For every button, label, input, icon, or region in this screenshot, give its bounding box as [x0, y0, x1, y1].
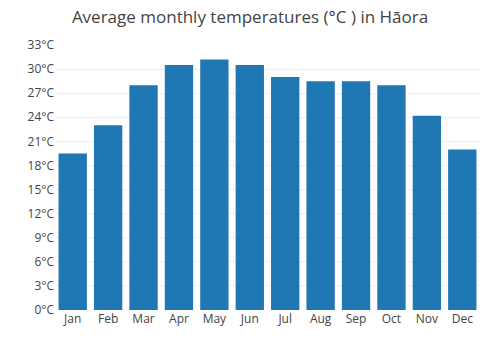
svg-text:Jan: Jan	[63, 310, 81, 327]
svg-text:18°C: 18°C	[28, 157, 55, 174]
svg-text:Mar: Mar	[132, 310, 154, 327]
svg-text:15°C: 15°C	[28, 181, 55, 198]
svg-text:Jul: Jul	[277, 310, 292, 327]
svg-text:33°C: 33°C	[28, 36, 55, 53]
svg-text:Sep: Sep	[346, 310, 367, 327]
svg-text:3°C: 3°C	[34, 277, 54, 294]
svg-text:Nov: Nov	[416, 310, 438, 327]
svg-text:Aug: Aug	[310, 310, 332, 327]
svg-text:21°C: 21°C	[28, 133, 55, 150]
svg-text:May: May	[203, 310, 227, 327]
svg-text:27°C: 27°C	[28, 84, 55, 101]
svg-text:30°C: 30°C	[28, 60, 55, 77]
svg-text:24°C: 24°C	[28, 108, 55, 125]
svg-text:Dec: Dec	[452, 310, 473, 327]
svg-text:Average monthly temperatures (: Average monthly temperatures (°C ) in Hā…	[72, 5, 428, 28]
svg-text:Apr: Apr	[169, 310, 189, 327]
svg-text:Jun: Jun	[240, 310, 259, 327]
svg-text:9°C: 9°C	[34, 229, 54, 246]
svg-text:Oct: Oct	[382, 310, 401, 327]
svg-text:6°C: 6°C	[34, 253, 54, 270]
svg-text:12°C: 12°C	[28, 205, 55, 222]
svg-text:Feb: Feb	[98, 310, 118, 327]
svg-text:0°C: 0°C	[34, 301, 54, 318]
